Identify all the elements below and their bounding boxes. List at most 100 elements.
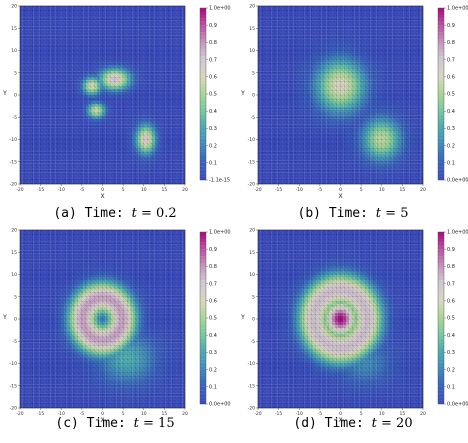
heatmap-cell — [274, 181, 278, 185]
heatmap-cell — [168, 169, 172, 173]
heatmap-cell — [146, 130, 150, 134]
heatmap-cell — [102, 8, 106, 12]
heatmap-cell — [280, 133, 283, 137]
heatmap-cell — [138, 175, 142, 179]
heatmap-cell — [182, 89, 186, 93]
heatmap-cell — [288, 106, 292, 110]
heatmap-cell — [97, 151, 100, 155]
heatmap-cell — [105, 100, 109, 104]
heatmap-cell — [141, 154, 144, 158]
heatmap-cell — [55, 8, 59, 12]
heatmap-cell — [163, 106, 166, 110]
heatmap-cell — [160, 130, 164, 134]
heatmap-cell — [260, 181, 264, 185]
heatmap-cell — [143, 23, 147, 27]
heatmap-cell — [97, 80, 100, 84]
heatmap-cell — [288, 124, 292, 128]
heatmap-cell — [271, 35, 275, 39]
heatmap-cell — [88, 148, 92, 152]
heatmap-cell — [176, 83, 180, 87]
heatmap-cell — [146, 59, 150, 63]
heatmap-cell — [130, 71, 133, 75]
heatmap-cell — [83, 181, 87, 185]
heatmap-cell — [36, 157, 40, 161]
heatmap-cell — [25, 26, 29, 30]
heatmap-cell — [39, 172, 43, 176]
heatmap-cell — [119, 106, 122, 110]
heatmap-cell — [102, 145, 106, 149]
heatmap-cell — [132, 35, 136, 39]
heatmap-cell — [64, 68, 67, 72]
heatmap-cell — [72, 124, 76, 128]
heatmap-cell — [31, 127, 34, 131]
heatmap-cell — [91, 59, 95, 63]
heatmap-cell — [20, 172, 23, 176]
heatmap-cell — [260, 8, 264, 12]
heatmap-cell — [157, 50, 161, 54]
heatmap-cell — [121, 53, 125, 57]
heatmap-cell — [20, 17, 23, 21]
heatmap-cell — [163, 172, 166, 176]
heatmap-cell — [80, 80, 84, 84]
heatmap-cell — [69, 59, 73, 63]
heatmap-cell — [260, 65, 264, 69]
heatmap-cell — [274, 95, 278, 99]
heatmap-cell — [50, 95, 54, 99]
heatmap-cell — [304, 59, 308, 63]
heatmap-cell — [176, 80, 180, 84]
heatmap-cell — [124, 142, 128, 146]
heatmap-cell — [36, 14, 40, 18]
colorbar-segment — [200, 49, 206, 53]
heatmap-cell — [119, 8, 122, 12]
heatmap-cell — [138, 50, 142, 54]
heatmap-cell — [310, 103, 314, 107]
heatmap-cell — [99, 109, 103, 113]
heatmap-cell — [260, 112, 264, 116]
heatmap-cell — [302, 29, 305, 33]
heatmap-cell — [20, 26, 23, 30]
heatmap-cell — [269, 23, 272, 27]
heatmap-cell — [302, 32, 305, 36]
heatmap-cell — [285, 133, 289, 137]
heatmap-cell — [110, 71, 114, 75]
heatmap-cell — [293, 83, 297, 87]
heatmap-cell — [86, 65, 89, 69]
heatmap-cell — [160, 163, 164, 167]
heatmap-cell — [53, 157, 56, 161]
heatmap-cell — [176, 41, 180, 45]
heatmap-cell — [102, 86, 106, 90]
heatmap-cell — [110, 41, 114, 45]
heatmap-cell — [42, 103, 45, 107]
heatmap-cell — [299, 74, 303, 78]
heatmap-cell — [154, 127, 158, 131]
heatmap-cell — [313, 169, 316, 173]
heatmap-cell — [260, 86, 264, 90]
heatmap-cell — [132, 151, 136, 155]
heatmap-cell — [258, 109, 261, 113]
heatmap-cell — [299, 41, 303, 45]
heatmap-cell — [179, 118, 183, 122]
heatmap-cell — [53, 121, 56, 125]
heatmap-cell — [146, 53, 150, 57]
heatmap-cell — [258, 115, 261, 119]
heatmap-cell — [47, 148, 51, 152]
heatmap-cell — [165, 62, 169, 66]
heatmap-cell — [42, 169, 45, 173]
heatmap-cell — [258, 56, 261, 60]
heatmap-cell — [66, 124, 70, 128]
heatmap-cell — [55, 74, 59, 78]
heatmap-cell — [20, 133, 23, 137]
heatmap-cell — [88, 118, 92, 122]
heatmap-cell — [42, 160, 45, 164]
heatmap-cell — [36, 127, 40, 131]
heatmap-cell — [274, 68, 278, 72]
heatmap-cell — [44, 26, 48, 30]
heatmap-cell — [77, 83, 81, 87]
heatmap-cell — [135, 142, 139, 146]
heatmap-cell — [149, 41, 153, 45]
heatmap-cell — [296, 92, 300, 96]
heatmap-cell — [130, 38, 133, 42]
heatmap-cell — [55, 130, 59, 134]
heatmap-cell — [182, 145, 186, 149]
colorbar-segment — [200, 83, 206, 88]
